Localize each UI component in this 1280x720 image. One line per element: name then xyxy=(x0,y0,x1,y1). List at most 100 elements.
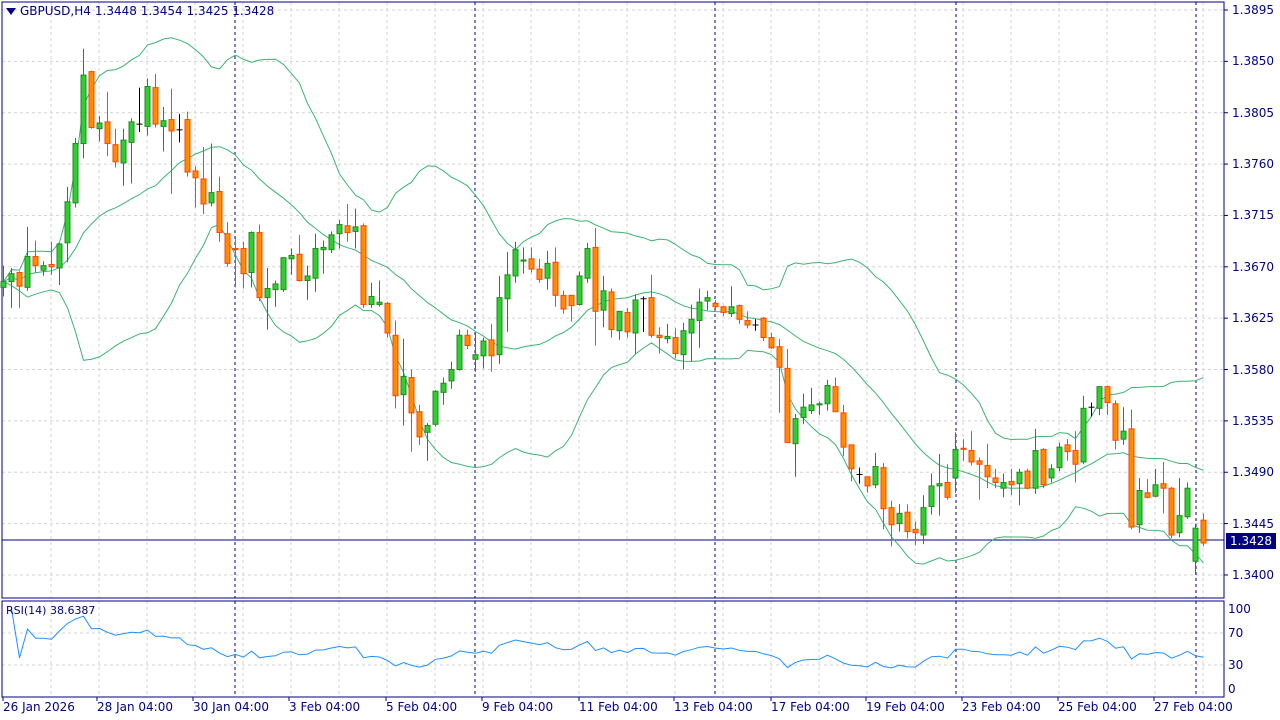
bullish-candle xyxy=(696,301,703,321)
bullish-candle xyxy=(824,384,831,405)
bullish-candle xyxy=(264,287,271,299)
bearish-candle xyxy=(864,476,871,487)
rsi-axis-label: 70 xyxy=(1228,626,1244,640)
price-axis-label: 1.3715 xyxy=(1232,208,1274,223)
rsi-label: RSI(14) 38.6387 xyxy=(6,604,96,617)
bearish-candle xyxy=(736,305,743,320)
price-axis-label: 1.3850 xyxy=(1232,54,1274,69)
bullish-candle xyxy=(312,248,319,279)
bullish-candle xyxy=(1136,490,1143,526)
bearish-candle xyxy=(744,319,751,326)
bullish-candle xyxy=(688,318,695,334)
bullish-candle xyxy=(680,330,687,356)
bearish-candle xyxy=(552,261,559,296)
bearish-candle xyxy=(848,444,855,470)
bearish-candle xyxy=(392,334,399,397)
current-price-label: 1.3428 xyxy=(1226,533,1276,549)
bullish-candle xyxy=(208,192,215,204)
bullish-candle xyxy=(600,290,607,311)
symbol-timeframe: GBPUSD,H4 xyxy=(20,4,91,18)
bearish-candle xyxy=(760,317,767,339)
bearish-candle xyxy=(712,302,719,308)
date-axis-label: 13 Feb 04:00 xyxy=(674,700,753,714)
bullish-candle xyxy=(1152,484,1159,497)
bullish-candle xyxy=(1096,386,1103,409)
price-axis-label: 1.3400 xyxy=(1232,567,1274,582)
bearish-candle xyxy=(152,87,159,125)
date-axis-label: 26 Jan 2026 xyxy=(3,700,75,714)
bullish-candle xyxy=(496,297,503,356)
bullish-candle xyxy=(544,262,551,279)
bullish-candle xyxy=(1016,471,1023,485)
bullish-candle xyxy=(872,466,879,486)
bearish-candle xyxy=(1064,444,1071,453)
bearish-candle xyxy=(624,311,631,333)
bearish-candle xyxy=(536,268,543,280)
bearish-candle xyxy=(488,339,495,357)
bearish-candle xyxy=(1112,403,1119,441)
bearish-candle xyxy=(184,119,191,173)
date-axis-label: 19 Feb 04:00 xyxy=(866,700,945,714)
date-axis-label: 23 Feb 04:00 xyxy=(962,700,1041,714)
date-axis-label: 11 Feb 04:00 xyxy=(579,700,658,714)
bullish-candle xyxy=(800,406,807,418)
bearish-candle xyxy=(968,450,975,463)
bullish-candle xyxy=(1080,407,1087,463)
bearish-candle xyxy=(976,460,983,465)
bullish-candle xyxy=(896,512,903,525)
bearish-candle xyxy=(832,386,839,413)
bearish-candle xyxy=(32,256,39,267)
bullish-candle xyxy=(280,257,287,291)
bullish-candle xyxy=(520,259,527,262)
bearish-candle xyxy=(560,294,567,310)
bearish-candle xyxy=(528,258,535,270)
bearish-candle xyxy=(1024,470,1031,489)
bearish-candle xyxy=(888,507,895,526)
bearish-candle xyxy=(296,253,303,281)
bearish-candle xyxy=(960,447,967,450)
bullish-candle xyxy=(0,281,7,288)
bearish-candle xyxy=(408,377,415,414)
bearish-candle xyxy=(88,71,95,129)
bearish-candle xyxy=(880,467,887,510)
date-axis-label: 27 Feb 04:00 xyxy=(1154,700,1233,714)
bullish-candle xyxy=(144,85,151,127)
bearish-candle xyxy=(1160,483,1167,489)
bullish-candle xyxy=(72,143,79,204)
bullish-candle xyxy=(936,483,943,487)
rsi-axis-label: 100 xyxy=(1228,602,1251,616)
bullish-candle xyxy=(304,275,311,281)
bearish-candle xyxy=(784,367,791,444)
main-chart-frame xyxy=(1,1,1225,599)
bullish-candle xyxy=(808,404,815,412)
bullish-candle xyxy=(616,310,623,332)
bullish-candle xyxy=(56,243,63,269)
bullish-candle xyxy=(8,273,15,283)
triangle-down-icon[interactable] xyxy=(6,7,16,15)
price-axis-label: 1.3580 xyxy=(1232,362,1274,377)
bearish-candle xyxy=(344,225,351,234)
bullish-candle xyxy=(504,274,511,300)
bearish-candle xyxy=(776,346,783,368)
bullish-candle xyxy=(64,201,71,244)
rsi-line xyxy=(11,608,1204,669)
bearish-candle xyxy=(232,248,239,251)
bearish-candle xyxy=(840,412,847,448)
bearish-candle xyxy=(256,232,263,299)
bullish-candle xyxy=(1032,450,1039,489)
bollinger-lower-band xyxy=(3,223,1204,565)
bullish-candle xyxy=(1176,515,1183,534)
bullish-candle xyxy=(1000,482,1007,489)
bearish-candle xyxy=(216,190,223,234)
bullish-candle xyxy=(632,299,639,334)
bearish-candle xyxy=(904,511,911,533)
rsi-axis-label: 30 xyxy=(1228,658,1244,672)
bullish-candle xyxy=(424,424,431,433)
date-axis-label: 17 Feb 04:00 xyxy=(771,700,850,714)
price-axis-label: 1.3535 xyxy=(1232,413,1274,428)
bearish-candle xyxy=(608,291,615,331)
bullish-candle xyxy=(128,121,135,143)
bullish-candle xyxy=(328,234,335,251)
bearish-candle xyxy=(912,528,919,534)
